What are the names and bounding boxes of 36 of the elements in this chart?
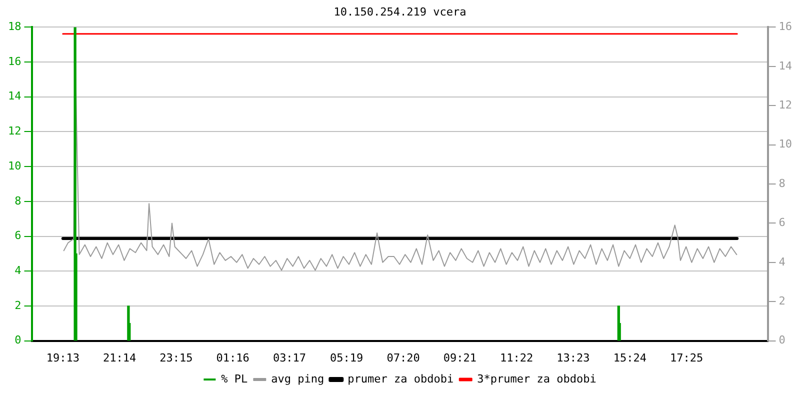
y-tick-label: 8 (14, 194, 22, 208)
y-tick-label: 12 (8, 124, 22, 138)
y-tick-label: 2 (14, 298, 22, 312)
y2-tick-label: 8 (778, 176, 786, 190)
x-tick-label: 01:16 (216, 351, 250, 364)
x-tick-label: 07:20 (386, 351, 420, 364)
y2-tick-label: 4 (778, 255, 786, 268)
x-tick-label: 03:17 (272, 351, 306, 364)
y-tick-label: 4 (14, 264, 22, 277)
x-tick-label: 05:19 (330, 351, 364, 364)
x-tick-label: 19:13 (46, 351, 80, 364)
y-tick-label: 10 (8, 159, 22, 172)
chart-title: 10.150.254.219 vcera (334, 5, 466, 18)
y2-tick-label: 12 (778, 98, 792, 112)
x-tick-label: 23:15 (160, 351, 193, 364)
x-tick-label: 21:14 (102, 351, 136, 364)
legend-label: avg ping (271, 372, 324, 386)
y-tick-label: 16 (8, 54, 22, 68)
y2-tick-label: 10 (778, 138, 792, 151)
y-tick-label: 18 (8, 20, 22, 34)
x-tick-label: 17:25 (670, 351, 704, 364)
legend-label: 3*prumer za obdobi (477, 372, 596, 386)
x-tick-label: 11:22 (500, 351, 534, 364)
y2-tick-label: 6 (778, 216, 786, 230)
y2-tick-label: 0 (778, 334, 786, 347)
legend-label: prumer za obdobi (348, 372, 454, 386)
y2-tick-label: 16 (778, 20, 792, 34)
y-tick-label: 0 (14, 334, 22, 347)
y2-tick-label: 2 (778, 294, 786, 308)
y-tick-label: 14 (8, 90, 22, 103)
x-tick-label: 15:24 (613, 351, 647, 364)
legend-label: % PL (221, 372, 248, 386)
x-tick-label: 09:21 (443, 351, 476, 364)
y2-tick-label: 14 (778, 59, 792, 72)
x-tick-label: 13:23 (556, 351, 590, 364)
y-tick-label: 6 (14, 229, 22, 242)
